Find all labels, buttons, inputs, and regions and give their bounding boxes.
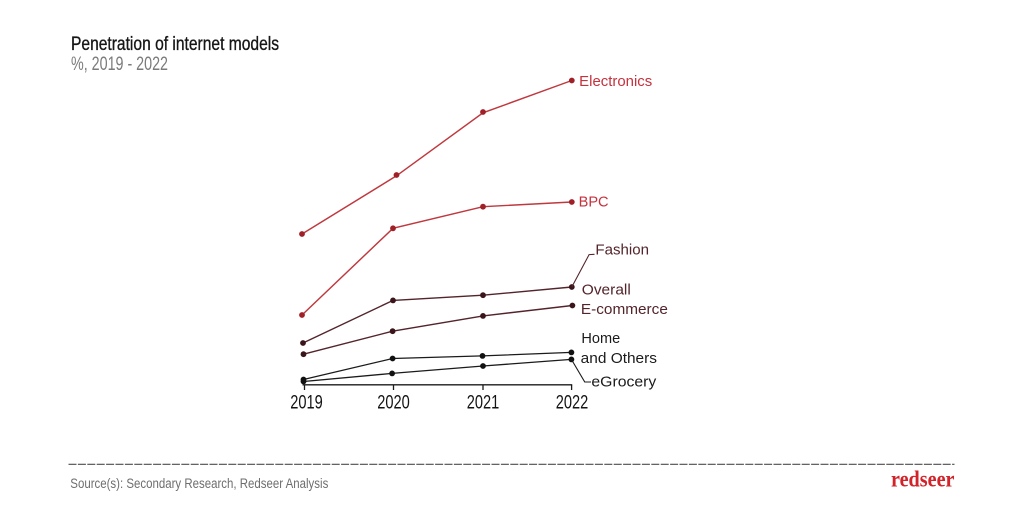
svg-text:2020: 2020 — [377, 392, 410, 414]
svg-text:Home: Home — [581, 331, 620, 347]
svg-text:Penetration of internet models: Penetration of internet models — [71, 33, 279, 55]
svg-text:Fashion: Fashion — [595, 243, 649, 259]
svg-text:Electronics: Electronics — [579, 74, 652, 90]
svg-text:2022: 2022 — [556, 392, 589, 414]
svg-text:%, 2019 - 2022: %, 2019 - 2022 — [71, 54, 168, 75]
svg-text:and Others: and Others — [581, 351, 657, 367]
svg-text:eGrocery: eGrocery — [591, 375, 657, 391]
svg-text:E-commerce: E-commerce — [581, 302, 668, 318]
svg-text:redseer: redseer — [891, 467, 955, 492]
svg-text:BPC: BPC — [579, 194, 609, 210]
svg-text:Overall: Overall — [582, 283, 631, 299]
svg-text:Source(s): Secondary Research,: Source(s): Secondary Research, Redseer A… — [70, 476, 328, 491]
svg-text:2019: 2019 — [290, 392, 323, 414]
svg-text:2021: 2021 — [467, 392, 500, 414]
